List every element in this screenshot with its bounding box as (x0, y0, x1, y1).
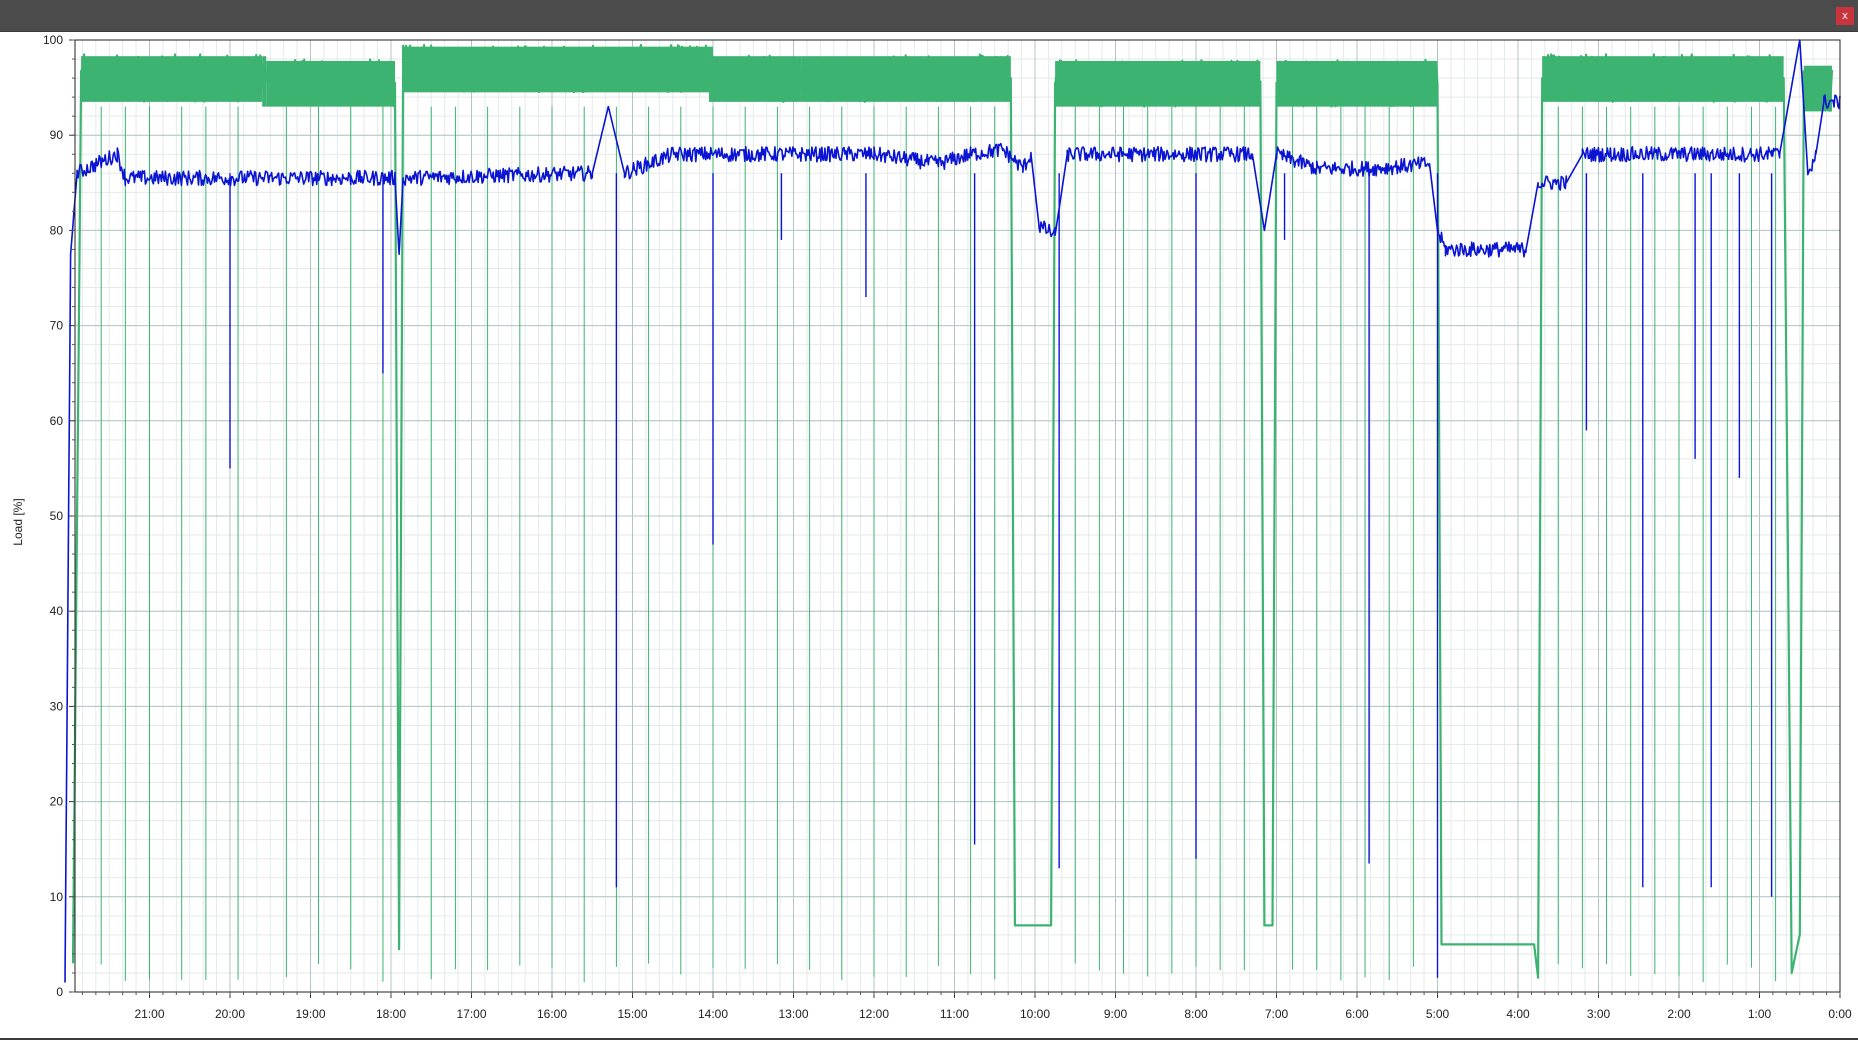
series-line (64, 39, 1841, 983)
y-tick-label: 50 (50, 509, 64, 523)
y-tick-label: 30 (50, 699, 64, 713)
x-tick-label: 3:00 (1587, 1007, 1611, 1021)
x-tick-label: 4:00 (1506, 1007, 1530, 1021)
green-band-segment (1055, 60, 1261, 107)
x-tick-label: 12:00 (859, 1007, 889, 1021)
green-band-segment (708, 46, 713, 102)
green-band-segment (1276, 60, 1438, 107)
chart-area: 0 10 20 30 40 50 60 70 80 90 100 21:00 20:00 19:00 18… (0, 32, 1858, 1038)
load-chart: 0 10 20 30 40 50 60 70 80 90 100 21:00 20:00 19:00 18… (11, 33, 1852, 1021)
x-tick-label: 2:00 (1667, 1007, 1691, 1021)
x-tick-label: 5:00 (1426, 1007, 1450, 1021)
x-tick-label: 16:00 (537, 1007, 567, 1021)
series-blue-load (64, 39, 1841, 983)
close-button[interactable]: x (1836, 7, 1854, 25)
y-tick-label: 80 (50, 223, 64, 237)
y-tick-label: 70 (50, 319, 64, 333)
green-band-segment (266, 60, 396, 107)
y-tick-label: 90 (50, 128, 64, 142)
window-titlebar: x (0, 0, 1858, 32)
green-band-segment (1803, 65, 1832, 112)
y-axis-ticks: 0 10 20 30 40 50 60 70 80 90 100 (43, 33, 75, 999)
x-tick-label: 9:00 (1104, 1007, 1128, 1021)
x-tick-label: 17:00 (456, 1007, 486, 1021)
y-tick-label: 20 (50, 795, 64, 809)
window-bottom-border (0, 1038, 1858, 1040)
x-tick-label: 7:00 (1265, 1007, 1289, 1021)
x-tick-label: 1:00 (1748, 1007, 1772, 1021)
x-tick-label: 20:00 (215, 1007, 245, 1021)
x-tick-label: 0:00 (1828, 1007, 1852, 1021)
y-axis-label: Load [%] (11, 498, 25, 545)
green-band-segment (713, 56, 798, 102)
green-band-segment (1542, 56, 1784, 102)
x-tick-label: 10:00 (1020, 1007, 1050, 1021)
x-tick-label: 21:00 (134, 1007, 164, 1021)
x-tick-label: 8:00 (1184, 1007, 1208, 1021)
x-tick-label: 11:00 (940, 1007, 969, 1021)
green-band-segment (81, 56, 263, 102)
green-band-segment (403, 46, 709, 93)
green-band-segment (262, 56, 267, 107)
x-tick-label: 13:00 (778, 1007, 808, 1021)
x-tick-label: 15:00 (617, 1007, 647, 1021)
y-tick-label: 60 (50, 414, 64, 428)
y-tick-label: 100 (43, 33, 63, 47)
x-tick-label: 19:00 (295, 1007, 325, 1021)
y-tick-label: 0 (56, 985, 63, 999)
y-tick-label: 40 (50, 604, 64, 618)
green-band-segment (797, 56, 802, 102)
x-tick-label: 6:00 (1345, 1007, 1369, 1021)
x-axis-ticks: 21:00 20:00 19:00 18:00 17:00 16:00 15:00 14:00… (81, 992, 1852, 1021)
x-tick-label: 14:00 (698, 1007, 728, 1021)
y-tick-label: 10 (50, 890, 64, 904)
green-band-segment (801, 56, 1011, 102)
x-tick-label: 18:00 (376, 1007, 406, 1021)
